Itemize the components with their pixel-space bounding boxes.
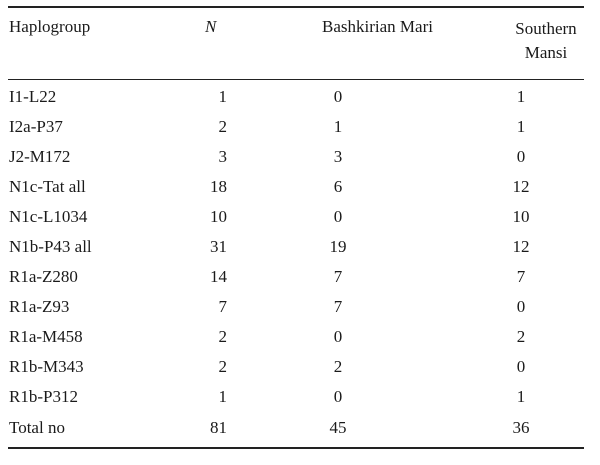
cell-haplogroup: N1c-L1034 — [9, 207, 88, 226]
total-label: Total no — [9, 418, 65, 437]
cell-haplogroup: I1-L22 — [9, 87, 57, 106]
table-row: N1c-L1034 10 0 10 — [0, 207, 600, 237]
cell-n: 1 — [218, 387, 228, 406]
table-row: J2-M172 3 3 0 — [0, 147, 600, 177]
total-bashkirian-mari: 45 — [329, 418, 347, 437]
cell-bashkirian-mari: 0 — [333, 207, 343, 226]
cell-haplogroup: J2-M172 — [9, 147, 71, 166]
header-n: N — [205, 17, 217, 36]
cell-haplogroup: R1a-M458 — [9, 327, 83, 346]
table-row: R1b-P312 1 0 1 — [0, 387, 600, 417]
cell-n: 3 — [218, 147, 228, 166]
cell-haplogroup: R1b-P312 — [9, 387, 78, 406]
cell-n: 1 — [218, 87, 228, 106]
header-southern-mansi: Southern Mansi — [515, 19, 577, 62]
table-top-rule — [8, 6, 584, 8]
table-row: N1b-P43 all 31 19 12 — [0, 237, 600, 267]
cell-haplogroup: R1b-M343 — [9, 357, 84, 376]
table-row: R1b-M343 2 2 0 — [0, 357, 600, 387]
header-haplogroup: Haplogroup — [9, 17, 91, 36]
cell-haplogroup: N1b-P43 all — [9, 237, 92, 256]
cell-haplogroup: N1c-Tat all — [9, 177, 86, 196]
total-southern-mansi: 36 — [512, 418, 530, 437]
table-header-rule — [8, 79, 584, 80]
cell-n: 31 — [210, 237, 227, 256]
cell-bashkirian-mari: 1 — [333, 117, 343, 136]
cell-southern-mansi: 10 — [512, 207, 530, 226]
cell-bashkirian-mari: 0 — [333, 387, 343, 406]
cell-bashkirian-mari: 3 — [333, 147, 343, 166]
cell-n: 18 — [210, 177, 227, 196]
cell-n: 7 — [218, 297, 228, 316]
table-row: I2a-P37 2 1 1 — [0, 117, 600, 147]
cell-haplogroup: R1a-Z280 — [9, 267, 78, 286]
cell-bashkirian-mari: 0 — [333, 87, 343, 106]
cell-southern-mansi: 0 — [516, 297, 526, 316]
cell-southern-mansi: 0 — [516, 357, 526, 376]
cell-southern-mansi: 12 — [512, 237, 530, 256]
table-total-row: Total no 81 45 36 — [0, 418, 600, 448]
cell-haplogroup: R1a-Z93 — [9, 297, 70, 316]
total-n: 81 — [210, 418, 227, 437]
cell-southern-mansi: 7 — [516, 267, 526, 286]
cell-bashkirian-mari: 6 — [333, 177, 343, 196]
cell-bashkirian-mari: 0 — [333, 327, 343, 346]
cell-n: 14 — [210, 267, 227, 286]
cell-n: 2 — [218, 117, 228, 136]
table-row: I1-L22 1 0 1 — [0, 87, 600, 117]
header-bashkirian-mari: Bashkirian Mari — [322, 17, 433, 36]
cell-bashkirian-mari: 19 — [329, 237, 347, 256]
cell-haplogroup: I2a-P37 — [9, 117, 63, 136]
table-bottom-rule — [8, 447, 584, 449]
table-row: R1a-M458 2 0 2 — [0, 327, 600, 357]
cell-southern-mansi: 1 — [516, 117, 526, 136]
cell-n: 2 — [218, 327, 228, 346]
cell-bashkirian-mari: 7 — [333, 267, 343, 286]
cell-southern-mansi: 2 — [516, 327, 526, 346]
cell-bashkirian-mari: 2 — [333, 357, 343, 376]
cell-southern-mansi: 12 — [512, 177, 530, 196]
cell-n: 2 — [218, 357, 228, 376]
cell-n: 10 — [210, 207, 227, 226]
table-row: N1c-Tat all 18 6 12 — [0, 177, 600, 207]
table-row: R1a-Z93 7 7 0 — [0, 297, 600, 327]
table-row: R1a-Z280 14 7 7 — [0, 267, 600, 297]
cell-bashkirian-mari: 7 — [333, 297, 343, 316]
cell-southern-mansi: 1 — [516, 387, 526, 406]
cell-southern-mansi: 0 — [516, 147, 526, 166]
cell-southern-mansi: 1 — [516, 87, 526, 106]
